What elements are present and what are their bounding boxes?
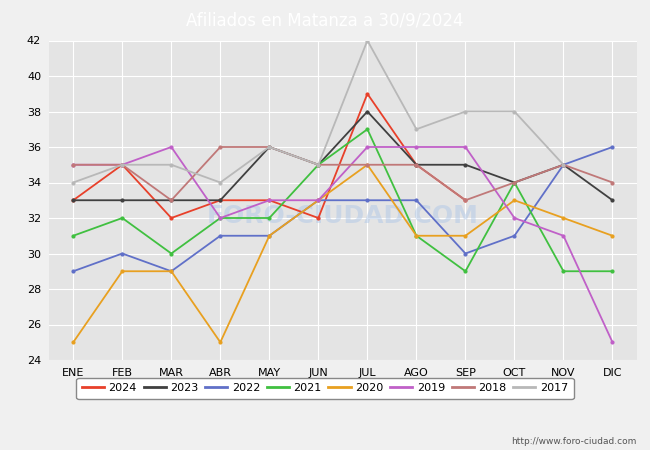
- Text: Afiliados en Matanza a 30/9/2024: Afiliados en Matanza a 30/9/2024: [187, 11, 463, 29]
- Text: FORO-CIUDAD.COM: FORO-CIUDAD.COM: [207, 204, 479, 228]
- Text: http://www.foro-ciudad.com: http://www.foro-ciudad.com: [512, 436, 637, 446]
- Legend: 2024, 2023, 2022, 2021, 2020, 2019, 2018, 2017: 2024, 2023, 2022, 2021, 2020, 2019, 2018…: [76, 378, 574, 399]
